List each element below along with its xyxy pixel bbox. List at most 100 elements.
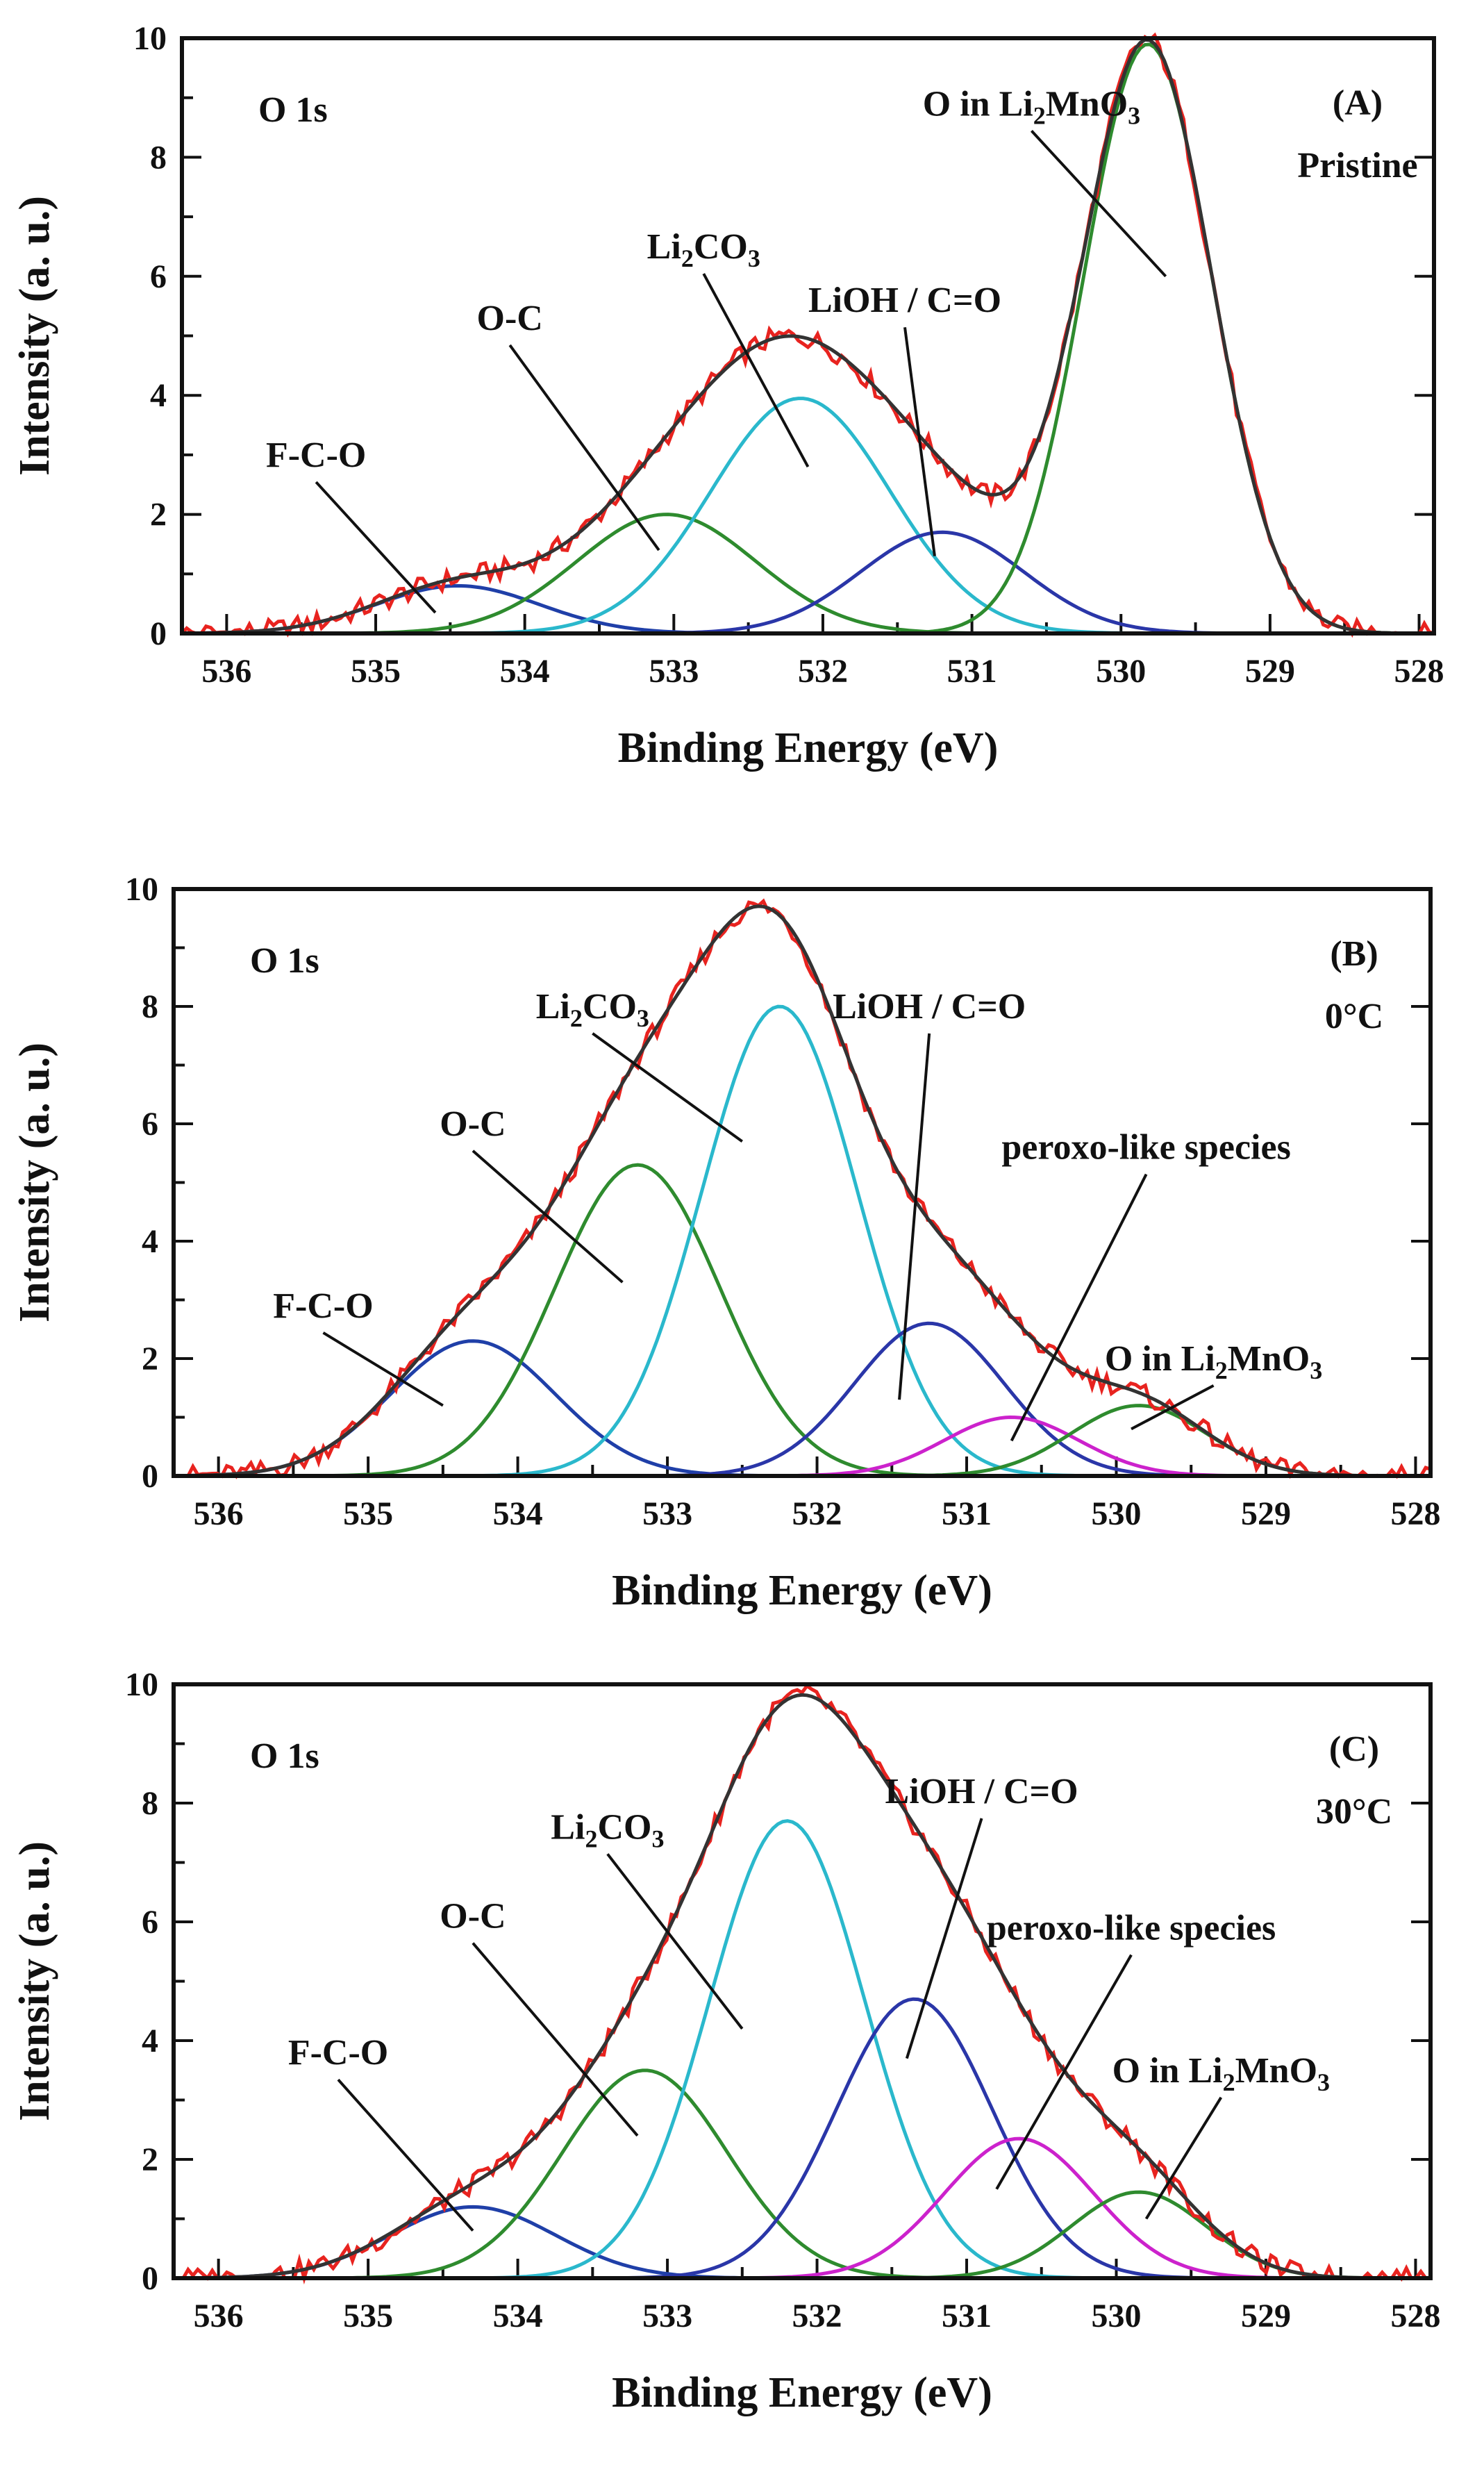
peak-label: O in Li2MnO3	[1105, 1339, 1322, 1384]
peak-label: Li2CO3	[536, 987, 649, 1032]
x-tick-label: 532	[792, 1495, 842, 1532]
peak-label: peroxo-like species	[987, 1909, 1276, 1948]
leader-line	[472, 1942, 639, 2137]
x-tick-label: 529	[1245, 653, 1295, 690]
region-label: O 1s	[250, 1736, 319, 1776]
x-tick-label: 530	[1092, 2298, 1142, 2334]
plot-frame	[172, 1682, 1433, 2280]
x-tick-label: 528	[1394, 653, 1444, 690]
leader-line	[322, 1331, 444, 1407]
peak-label: LiOH / C=O	[885, 1772, 1078, 1811]
leader-line	[606, 1853, 744, 2030]
x-tick-label: 535	[343, 1495, 393, 1532]
leader-line	[1010, 1173, 1148, 1442]
y-tick-label: 6	[142, 1904, 158, 1941]
x-tick-label: 529	[1241, 1495, 1291, 1532]
x-tick-label: 528	[1390, 2298, 1440, 2334]
x-tick-label: 530	[1096, 653, 1146, 690]
peak-label: peroxo-like species	[1001, 1128, 1290, 1168]
x-tick-label: 533	[642, 2298, 692, 2334]
x-tick-label: 532	[792, 2298, 842, 2334]
x-tick-label: 531	[947, 653, 997, 690]
x-tick-label: 536	[194, 2298, 244, 2334]
y-tick-label: 10	[125, 871, 158, 908]
x-tick-label: 536	[194, 1495, 244, 1532]
plot-frame	[180, 36, 1436, 636]
peak-label: LiOH / C=O	[833, 987, 1026, 1027]
peak-label: F-C-O	[288, 2033, 388, 2073]
condition-label: 30°C	[1316, 1792, 1392, 1832]
leader-line	[1131, 1384, 1215, 1431]
x-axis-title: Binding Energy (eV)	[612, 2369, 992, 2416]
experimental-curve	[174, 1683, 1431, 2285]
x-tick-label: 535	[351, 653, 401, 690]
condition-label: 0°C	[1325, 997, 1383, 1036]
panel-b: 536 535 534 533 532 531 530 529 528 0 2 4 6 8 10 O 1s (B…	[11, 871, 1440, 1614]
x-tick-label: 528	[1390, 1495, 1440, 1532]
peak-label: Li2CO3	[647, 227, 760, 272]
panel-c: 536 535 534 533 532 531 530 529 528 0 2 4 6 8 10 O 1s (C…	[11, 1666, 1440, 2416]
y-tick-label: 10	[133, 20, 167, 57]
condition-label: Pristine	[1297, 146, 1417, 185]
x-tick-label: 534	[500, 653, 550, 690]
leader-line	[508, 344, 660, 551]
x-axis-title: Binding Energy (eV)	[618, 724, 999, 772]
x-tick-label: 534	[493, 2298, 543, 2334]
leader-line	[315, 481, 437, 614]
y-tick-label: 4	[150, 377, 167, 414]
y-tick-label: 2	[150, 497, 167, 533]
panel-label: (B)	[1330, 934, 1378, 974]
peak-label: F-C-O	[266, 435, 366, 475]
leader-line	[1144, 2096, 1223, 2220]
y-tick-label: 0	[142, 1458, 158, 1495]
peak-label: O-C	[440, 1897, 506, 1936]
leader-line	[995, 1954, 1133, 2190]
leader-line	[898, 1033, 931, 1400]
y-tick-label: 6	[150, 258, 167, 295]
y-tick-label: 8	[142, 1785, 158, 1822]
y-tick-label: 2	[142, 1341, 158, 1377]
peak-label: LiOH / C=O	[808, 281, 1001, 320]
envelope-fit-curve	[173, 1693, 1431, 2280]
component-curve-o-in-li2mno3	[174, 2190, 1431, 2280]
envelope-fit-curve	[181, 38, 1435, 636]
y-tick-label: 8	[142, 988, 158, 1025]
region-label: O 1s	[258, 90, 328, 130]
leader-line	[472, 1149, 624, 1284]
x-tick-label: 535	[343, 2298, 393, 2334]
leader-line	[337, 2078, 474, 2232]
x-tick-label: 531	[942, 2298, 992, 2334]
y-tick-label: 0	[150, 615, 167, 652]
component-curve-lioh-c-o	[182, 530, 1434, 636]
x-tick-label: 534	[493, 1495, 543, 1532]
component-curve-li2co3	[174, 1004, 1431, 1478]
peak-label: F-C-O	[273, 1286, 373, 1326]
x-tick-label: 530	[1092, 1495, 1142, 1532]
x-axis-title: Binding Energy (eV)	[612, 1567, 992, 1614]
panel-label: (C)	[1329, 1729, 1379, 1769]
y-tick-label: 4	[142, 1223, 158, 1260]
x-tick-label: 532	[798, 653, 848, 690]
peak-label: O in Li2MnO3	[923, 84, 1140, 129]
y-axis-title: Intensity (a. u.)	[11, 196, 58, 476]
x-tick-label: 529	[1241, 2298, 1291, 2334]
peak-label: O in Li2MnO3	[1112, 2051, 1330, 2096]
y-tick-label: 2	[142, 2141, 158, 2178]
y-tick-label: 10	[125, 1666, 158, 1703]
peak-label: O-C	[440, 1104, 506, 1144]
x-tick-label: 531	[942, 1495, 992, 1532]
plot-frame	[172, 887, 1433, 1478]
y-axis-title: Intensity (a. u.)	[11, 1841, 58, 2121]
y-tick-label: 6	[142, 1106, 158, 1143]
envelope-fit-curve	[174, 904, 1431, 1478]
x-tick-label: 533	[642, 1495, 692, 1532]
leader-line	[905, 1818, 983, 2059]
leader-line	[702, 273, 810, 467]
y-axis-title: Intensity (a. u.)	[11, 1043, 58, 1322]
component-curve-o-c	[182, 513, 1434, 636]
x-tick-label: 536	[201, 653, 251, 690]
leader-line	[903, 326, 936, 556]
panel-a: 536 535 534 533 532 531 530 529 528 0 2 4 6 8 10 O 1s (A…	[11, 20, 1444, 772]
experimental-curve	[181, 32, 1435, 638]
